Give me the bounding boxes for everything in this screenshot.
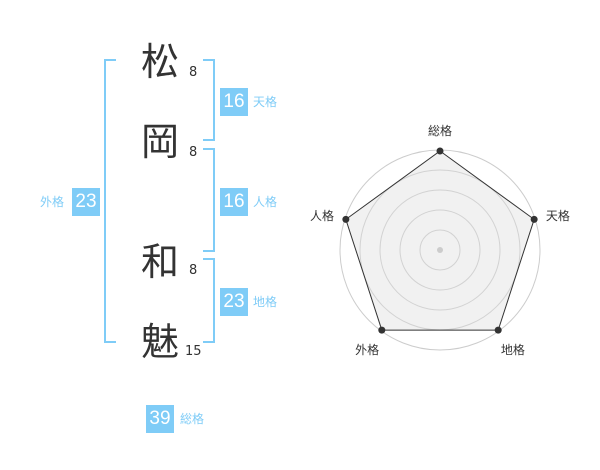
radar-ring <box>379 189 501 311</box>
gaikaku-value: 23 <box>72 188 100 216</box>
jinkaku-value: 16 <box>220 188 248 216</box>
stroke-count-3: 8 <box>189 263 198 278</box>
chikaku-value: 23 <box>220 288 248 316</box>
stroke-count-2: 8 <box>189 145 198 160</box>
radar-point <box>494 326 502 334</box>
radar-point <box>342 215 350 223</box>
radar-axis-label: 人格 <box>310 209 335 224</box>
radar-point <box>436 147 444 155</box>
radar-axis-label: 外格 <box>355 342 380 357</box>
char-4: 魅 <box>140 320 179 364</box>
char-3: 和 <box>140 240 179 284</box>
chikaku-bracket <box>203 258 215 343</box>
tenkaku-value: 16 <box>220 88 248 116</box>
radar-axis-label: 地格 <box>500 342 525 357</box>
char-2: 岡 <box>140 120 179 164</box>
radar-ring <box>419 229 461 271</box>
stroke-count-4: 15 <box>185 344 202 359</box>
char-1: 松 <box>140 40 179 84</box>
radar-polygon <box>345 150 535 331</box>
chikaku-label: 地格 <box>253 295 278 309</box>
jinkaku-bracket <box>203 148 215 252</box>
radar-axis-label: 総格 <box>427 124 452 138</box>
radar-axis-label: 天格 <box>545 209 570 224</box>
radar-center <box>437 247 443 253</box>
tenkaku-bracket <box>203 59 215 141</box>
stroke-count-1: 8 <box>189 65 198 80</box>
jinkaku-label: 人格 <box>253 195 278 209</box>
gaikaku-label: 外格 <box>40 195 65 209</box>
tenkaku-label: 天格 <box>253 95 278 109</box>
gaikaku-bracket <box>104 59 116 343</box>
radar-point <box>530 215 538 223</box>
soukaku-label: 総格 <box>180 412 205 426</box>
radar-ring <box>399 209 481 291</box>
soukaku-value: 39 <box>146 405 174 433</box>
radar-point <box>378 326 386 334</box>
